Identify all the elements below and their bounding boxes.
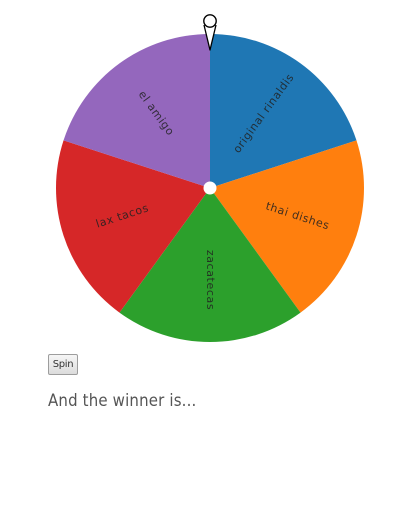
wheel-slice-3 <box>119 188 301 343</box>
pointer-icon <box>203 14 217 51</box>
wheel-slice-5 <box>63 34 211 188</box>
wheel-slices <box>56 34 364 343</box>
wheel-slice-1 <box>210 34 357 188</box>
wheel-hub <box>203 181 217 195</box>
spin-button[interactable]: Spin <box>48 354 78 375</box>
wheel-slice-2 <box>210 140 364 313</box>
winner-text: And the winner is... <box>48 391 197 411</box>
wheel-slice-4 <box>56 140 211 313</box>
wheel-slice-label: zacatecas <box>204 250 217 310</box>
